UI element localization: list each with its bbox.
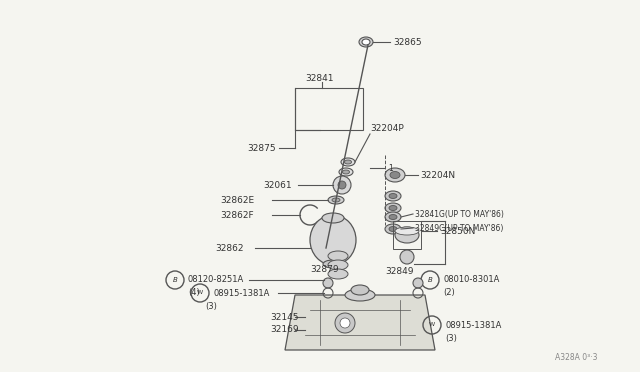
Ellipse shape bbox=[389, 215, 397, 219]
Ellipse shape bbox=[328, 251, 348, 261]
Ellipse shape bbox=[385, 224, 401, 234]
Ellipse shape bbox=[339, 168, 353, 176]
Circle shape bbox=[340, 318, 350, 328]
Ellipse shape bbox=[362, 39, 370, 45]
Polygon shape bbox=[285, 295, 435, 350]
Ellipse shape bbox=[328, 260, 348, 270]
Text: 32169: 32169 bbox=[270, 326, 299, 334]
Text: 1: 1 bbox=[388, 164, 393, 173]
Text: 32849: 32849 bbox=[385, 267, 413, 276]
Circle shape bbox=[400, 250, 414, 264]
Ellipse shape bbox=[395, 227, 419, 235]
Ellipse shape bbox=[385, 191, 401, 201]
Text: 32875: 32875 bbox=[247, 144, 276, 153]
Ellipse shape bbox=[345, 289, 375, 301]
Ellipse shape bbox=[328, 269, 348, 279]
Ellipse shape bbox=[328, 196, 344, 204]
Circle shape bbox=[333, 176, 351, 194]
Text: 08915-1381A: 08915-1381A bbox=[213, 289, 269, 298]
Ellipse shape bbox=[385, 168, 405, 182]
Text: 32145: 32145 bbox=[270, 312, 298, 321]
Text: 08915-1381A: 08915-1381A bbox=[445, 321, 501, 330]
Ellipse shape bbox=[390, 171, 400, 179]
Text: 08010-8301A: 08010-8301A bbox=[443, 276, 499, 285]
Text: 32204N: 32204N bbox=[420, 170, 455, 180]
Ellipse shape bbox=[310, 215, 356, 265]
Ellipse shape bbox=[389, 193, 397, 199]
Circle shape bbox=[335, 313, 355, 333]
Text: B: B bbox=[173, 277, 177, 283]
Text: W: W bbox=[429, 323, 435, 327]
Ellipse shape bbox=[322, 213, 344, 223]
Circle shape bbox=[323, 278, 333, 288]
Text: 32862E: 32862E bbox=[220, 196, 254, 205]
Text: W: W bbox=[197, 291, 203, 295]
Ellipse shape bbox=[332, 198, 340, 202]
Text: 32865: 32865 bbox=[393, 38, 422, 46]
Text: 32841: 32841 bbox=[305, 74, 333, 83]
Text: B: B bbox=[428, 277, 433, 283]
Ellipse shape bbox=[389, 227, 397, 231]
Text: 32061: 32061 bbox=[263, 180, 292, 189]
Text: A328A 0³·3: A328A 0³·3 bbox=[555, 353, 598, 362]
Ellipse shape bbox=[385, 212, 401, 222]
Text: 32849C(UP TO MAY'86): 32849C(UP TO MAY'86) bbox=[415, 224, 504, 232]
Text: 08120-8251A: 08120-8251A bbox=[188, 276, 244, 285]
Text: 32862F: 32862F bbox=[220, 211, 253, 219]
Circle shape bbox=[413, 278, 423, 288]
Ellipse shape bbox=[351, 285, 369, 295]
Ellipse shape bbox=[342, 170, 349, 174]
Text: (2): (2) bbox=[443, 289, 455, 298]
Circle shape bbox=[338, 181, 346, 189]
Text: 32204P: 32204P bbox=[370, 124, 404, 132]
Text: 32862: 32862 bbox=[215, 244, 243, 253]
Ellipse shape bbox=[341, 158, 355, 166]
Ellipse shape bbox=[389, 205, 397, 211]
Text: 32879: 32879 bbox=[310, 266, 339, 275]
Ellipse shape bbox=[359, 37, 373, 47]
Ellipse shape bbox=[395, 227, 419, 243]
Text: 32841G(UP TO MAY'86): 32841G(UP TO MAY'86) bbox=[415, 209, 504, 218]
Text: (3): (3) bbox=[445, 334, 457, 343]
Text: 32850N: 32850N bbox=[440, 227, 476, 235]
Text: (4): (4) bbox=[188, 289, 200, 298]
Ellipse shape bbox=[344, 160, 351, 164]
Text: (3): (3) bbox=[205, 302, 217, 311]
Ellipse shape bbox=[385, 203, 401, 213]
Ellipse shape bbox=[323, 260, 343, 268]
